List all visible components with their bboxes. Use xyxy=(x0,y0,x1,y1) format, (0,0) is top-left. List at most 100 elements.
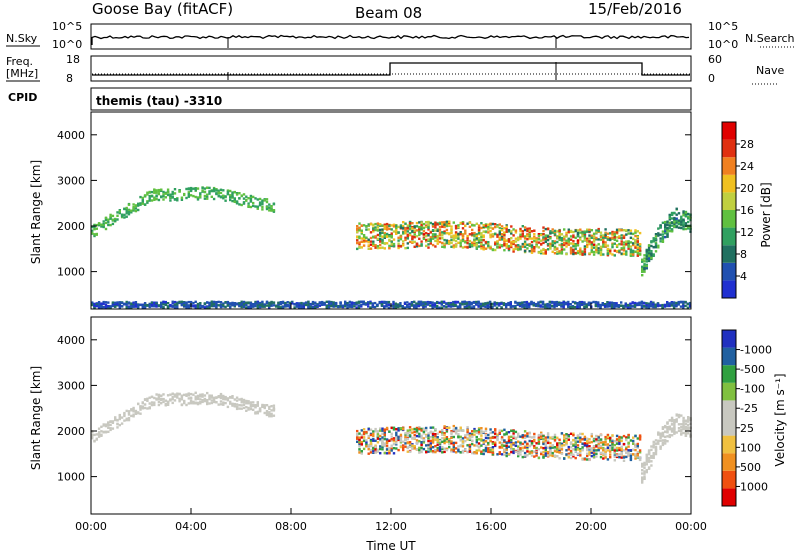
velocity-cell xyxy=(114,418,117,422)
power-cell xyxy=(551,240,554,243)
velocity-cell xyxy=(183,393,186,397)
power-cell xyxy=(544,234,547,237)
velocity-cell xyxy=(684,428,688,431)
velocity-cell xyxy=(454,447,458,450)
power-cell xyxy=(670,211,674,215)
velocity-cell xyxy=(466,426,469,429)
velocity-cell xyxy=(652,456,655,459)
power-cell xyxy=(620,229,623,232)
power-cell xyxy=(503,242,506,245)
power-cell xyxy=(556,230,559,233)
power-cell xyxy=(196,302,200,306)
power-cell xyxy=(585,305,588,308)
power-cell xyxy=(160,188,163,191)
power-cell xyxy=(496,225,499,228)
power-cell xyxy=(355,303,358,306)
power-cell xyxy=(436,229,439,232)
power-cell xyxy=(450,225,453,228)
power-cell xyxy=(199,306,202,309)
velocity-cell xyxy=(641,481,644,484)
power-cell xyxy=(256,306,259,309)
velocity-cell xyxy=(196,402,200,406)
power-cell xyxy=(610,305,614,308)
power-cell xyxy=(606,301,609,304)
power-cell xyxy=(358,226,361,230)
power-cell xyxy=(235,193,239,196)
velocity-cell xyxy=(514,450,518,453)
power-cell xyxy=(535,243,538,247)
power-cell xyxy=(620,252,623,255)
velocity-cell xyxy=(620,439,623,443)
power-cell xyxy=(475,233,478,236)
power-cell xyxy=(507,248,511,252)
power-cell xyxy=(185,187,188,191)
power-cbar-swatch xyxy=(722,210,736,228)
power-cell xyxy=(574,302,577,305)
power-cell xyxy=(489,246,492,250)
power-cell xyxy=(425,244,428,248)
power-cell xyxy=(157,188,161,192)
velocity-cell xyxy=(514,444,518,447)
velocity-cell xyxy=(583,444,587,447)
velocity-cell xyxy=(638,438,642,441)
power-cell xyxy=(553,245,557,249)
velocity-cell xyxy=(171,401,174,405)
power-cell xyxy=(592,253,596,256)
power-cell xyxy=(272,304,276,307)
power-cell xyxy=(477,301,480,304)
power-cell xyxy=(164,196,167,199)
power-cell xyxy=(362,224,366,227)
power-cell xyxy=(127,213,131,216)
power-cell xyxy=(590,249,593,252)
velocity-cell xyxy=(647,466,651,469)
power-cell xyxy=(494,223,497,226)
power-cell xyxy=(557,303,561,306)
velocity-cell xyxy=(385,448,389,451)
power-cell xyxy=(183,301,186,305)
power-cell xyxy=(468,221,472,224)
power-cell xyxy=(537,234,541,237)
velocity-cell xyxy=(684,434,688,437)
power-cell xyxy=(604,241,607,244)
velocity-cell xyxy=(153,402,156,405)
power-cell xyxy=(125,210,128,213)
power-cell xyxy=(634,229,637,232)
velocity-cell xyxy=(127,416,131,420)
power-cell xyxy=(346,306,349,309)
velocity-cell xyxy=(636,455,639,458)
velocity-cell xyxy=(576,444,580,447)
power-cell xyxy=(153,189,156,192)
velocity-cell xyxy=(219,400,223,403)
power-cell xyxy=(548,303,552,307)
velocity-cell xyxy=(427,432,430,435)
power-cell xyxy=(569,252,573,255)
power-cell xyxy=(448,223,451,227)
velocity-cell xyxy=(475,438,478,442)
power-cell xyxy=(613,231,616,234)
power-cell xyxy=(510,242,513,245)
velocity-cell xyxy=(464,448,467,451)
velocity-cell xyxy=(505,431,508,434)
velocity-cell xyxy=(104,424,108,428)
power-cell xyxy=(102,306,105,309)
velocity-cell xyxy=(362,436,366,439)
power-cell xyxy=(643,263,646,266)
velocity-cell xyxy=(677,427,681,430)
power-cell xyxy=(404,236,407,239)
power-cell xyxy=(217,189,220,192)
power-cell xyxy=(618,250,621,253)
power-cell xyxy=(586,228,589,231)
velocity-cell xyxy=(613,455,616,458)
velocity-cell xyxy=(116,419,119,422)
velocity-cell xyxy=(517,448,520,451)
power-cell xyxy=(633,301,637,305)
velocity-cell xyxy=(661,426,665,429)
velocity-cell xyxy=(590,447,593,450)
power-cell xyxy=(574,236,577,239)
velocity-cell xyxy=(673,422,676,425)
power-cell xyxy=(146,200,149,203)
velocity-cell xyxy=(406,441,409,444)
power-cell xyxy=(148,197,151,200)
velocity-cell xyxy=(376,435,380,439)
power-cell xyxy=(210,304,213,308)
